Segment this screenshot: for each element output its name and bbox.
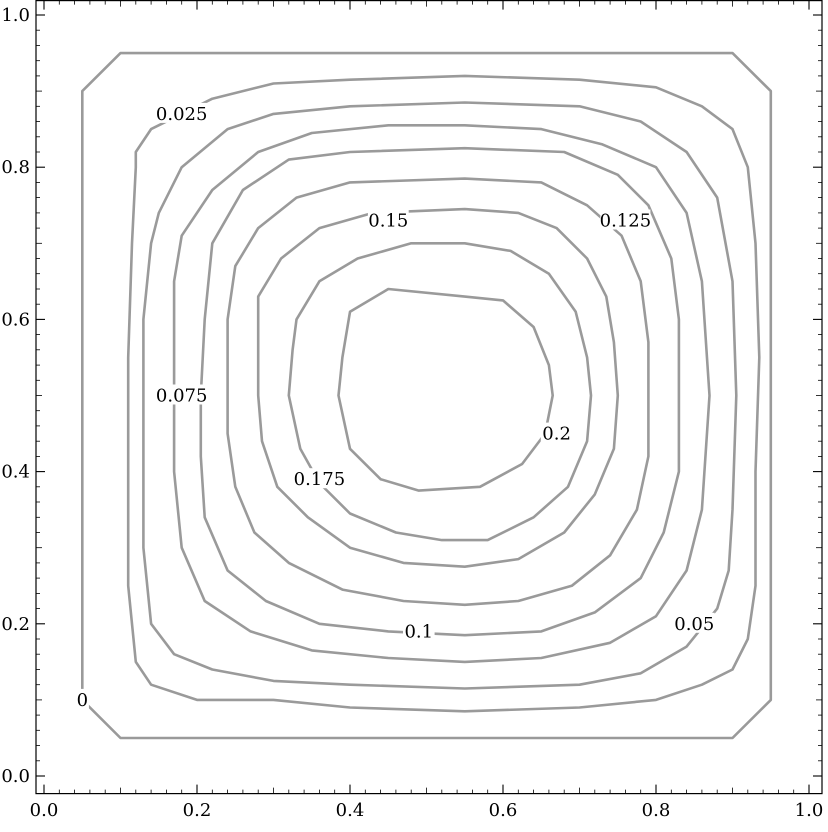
contour-label-text: 0.1 (404, 621, 433, 642)
contour-label-0-15: 0.15 (367, 209, 409, 232)
contour-label-background (600, 209, 651, 230)
contour-line-0-175 (287, 242, 593, 542)
contour-label-text: 0.05 (674, 614, 714, 635)
contour-label-background (367, 209, 409, 230)
y-tick-label: 0.6 (1, 309, 30, 330)
contour-label-0-175: 0.175 (294, 468, 346, 490)
contour-line-0-05 (142, 101, 738, 690)
contour-label-text: 0.025 (156, 104, 208, 125)
contour-label-0-025: 0.025 (156, 102, 208, 125)
contour-label-0: 0 (75, 688, 89, 711)
x-tick-label: 0.2 (183, 800, 212, 821)
contours-layer (81, 51, 773, 740)
contour-label-background (673, 612, 715, 633)
contour-label-background (294, 468, 345, 489)
contour-label-text: 0 (77, 690, 88, 711)
contour-label-0-075: 0.075 (156, 384, 208, 407)
contour-label-background (156, 384, 207, 405)
contour-line-0-1 (199, 146, 681, 637)
contour-label-text: 0.125 (600, 211, 652, 232)
contour-line-0-025 (126, 74, 761, 713)
contour-label-background (156, 102, 207, 123)
contour-line-0-075 (172, 124, 711, 664)
y-tick-label: 0.4 (1, 462, 30, 483)
axis-ticks-layer (36, 0, 822, 794)
contour-label-text: 0.2 (542, 424, 571, 445)
x-tick-label: 0.4 (336, 800, 365, 821)
contour-labels-layer: 0 0.025 0.05 0.075 0.1 0.125 0.15 0.175 0.2 (75, 102, 715, 711)
y-tick-label: 0.0 (1, 766, 30, 787)
contour-label-0-1: 0.1 (403, 620, 435, 642)
axis-tick-labels-layer: 0.0 0.2 0.4 0.6 0.8 1.0 0.0 0.2 0.4 0.6 0.8 1.0 (1, 5, 823, 821)
y-tick-label: 0.2 (1, 614, 30, 635)
contour-line-0-125 (226, 177, 650, 607)
contour-label-background (540, 422, 573, 443)
y-tick-label: 0.8 (1, 157, 30, 178)
contour-label-0-2: 0.2 (540, 422, 573, 445)
contour-label-text: 0.075 (156, 386, 208, 407)
x-tick-label: 1.0 (795, 800, 824, 821)
x-tick-label: 0.6 (489, 800, 518, 821)
contour-label-background (75, 688, 89, 709)
contour-label-0-05: 0.05 (673, 612, 715, 635)
contour-line-0-15 (256, 207, 620, 569)
contour-line-0-2 (337, 287, 555, 492)
contour-label-0-125: 0.125 (600, 209, 652, 232)
contour-line-0 (81, 51, 773, 740)
y-tick-label: 1.0 (1, 5, 30, 26)
contour-label-text: 0.175 (294, 469, 346, 490)
x-tick-label: 0.0 (30, 800, 59, 821)
contour-label-background (403, 620, 435, 641)
contour-label-text: 0.15 (368, 211, 408, 232)
x-tick-label: 0.8 (642, 800, 671, 821)
plot-frame (35, 0, 823, 795)
